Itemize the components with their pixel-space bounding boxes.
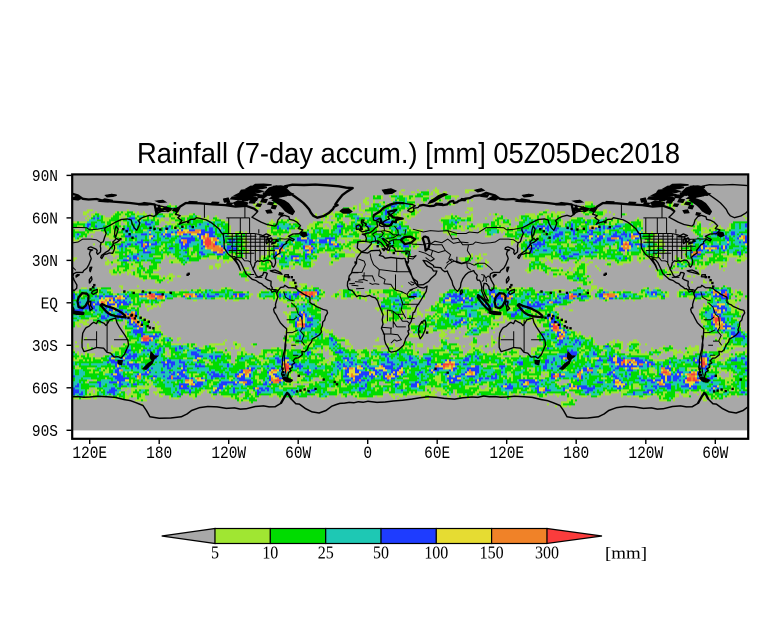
svg-text:25: 25 [318,543,334,563]
svg-text:10: 10 [262,543,278,563]
svg-text:90N: 90N [32,167,58,186]
svg-text:30N: 30N [32,252,58,271]
svg-text:[mm]: [mm] [605,543,647,562]
svg-text:120E: 120E [72,444,107,464]
svg-text:180: 180 [563,444,589,464]
svg-text:300: 300 [535,543,559,563]
svg-text:120W: 120W [211,444,246,464]
svg-text:60W: 60W [702,444,728,464]
svg-text:60N: 60N [32,210,58,229]
svg-text:150: 150 [480,543,504,563]
svg-text:EQ: EQ [41,295,58,314]
svg-text:100: 100 [424,543,448,563]
svg-text:60W: 60W [285,444,311,464]
svg-text:50: 50 [373,543,389,563]
svg-text:Rainfall (7-day accum.) [mm] 0: Rainfall (7-day accum.) [mm] 05Z05Dec201… [137,138,680,170]
svg-text:180: 180 [146,444,172,464]
svg-text:0: 0 [363,444,372,464]
svg-text:5: 5 [211,543,219,563]
svg-text:60E: 60E [424,444,450,464]
svg-text:120W: 120W [628,444,663,464]
svg-text:30S: 30S [32,337,58,356]
svg-text:90S: 90S [32,422,58,441]
svg-text:60S: 60S [32,380,58,399]
svg-text:120E: 120E [489,444,524,464]
